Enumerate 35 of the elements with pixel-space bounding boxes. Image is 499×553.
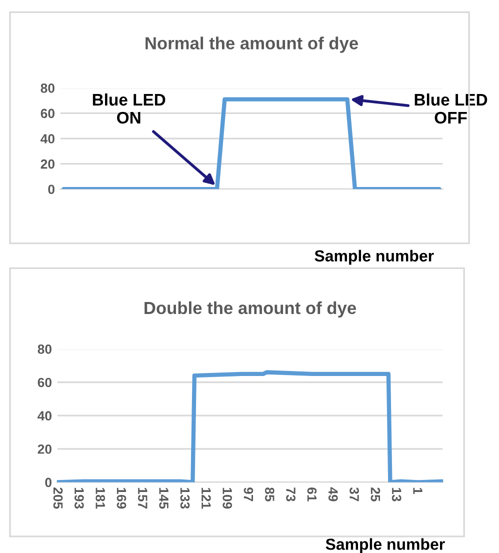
x-tick-label: 109 [222,488,232,509]
x-tick-label: 181 [96,488,106,509]
x-tick-label: 37 [350,487,359,502]
y-tick-label: 40 [38,411,52,420]
x-tick-label: 145 [159,488,168,509]
x-tick-label: 49 [328,487,338,502]
y-tick-label: 20 [38,444,52,454]
x-tick-label: 97 [244,488,254,502]
y-tick-label: 0 [45,478,52,488]
chart-title: Normal the amount of dye [146,36,358,53]
x-tick-label: 1 [413,488,422,494]
x-tick-label: 25 [370,488,380,502]
x-tick-label: 85 [264,487,274,502]
x-tick-label: 169 [116,488,126,509]
y-tick-label: 20 [40,159,54,169]
chart-title: Double the amount of dye [144,301,356,318]
y-tick-label: 40 [40,134,54,144]
x-tick-label: 157 [138,488,148,509]
y-tick-label: 80 [40,83,54,93]
annotation: Blue LED ON [92,93,166,124]
x-tick-label: 133 [180,488,190,509]
x-axis-title: Sample number [326,538,445,553]
x-tick-label: 205 [53,488,63,509]
x-tick-label: 73 [286,488,296,502]
line-series [56,370,444,482]
x-tick-label: 193 [74,488,84,509]
y-tick-label: 80 [38,344,52,354]
y-tick-label: 60 [40,108,54,118]
x-axis-title: Sample number [314,250,434,265]
x-tick-label: 61 [307,488,317,502]
x-tick-label: 13 [392,488,402,502]
y-tick-label: 0 [48,184,54,194]
y-tick-label: 60 [38,378,52,388]
annotation: Blue LED OFF [414,93,488,124]
x-tick-label: 121 [202,488,211,509]
